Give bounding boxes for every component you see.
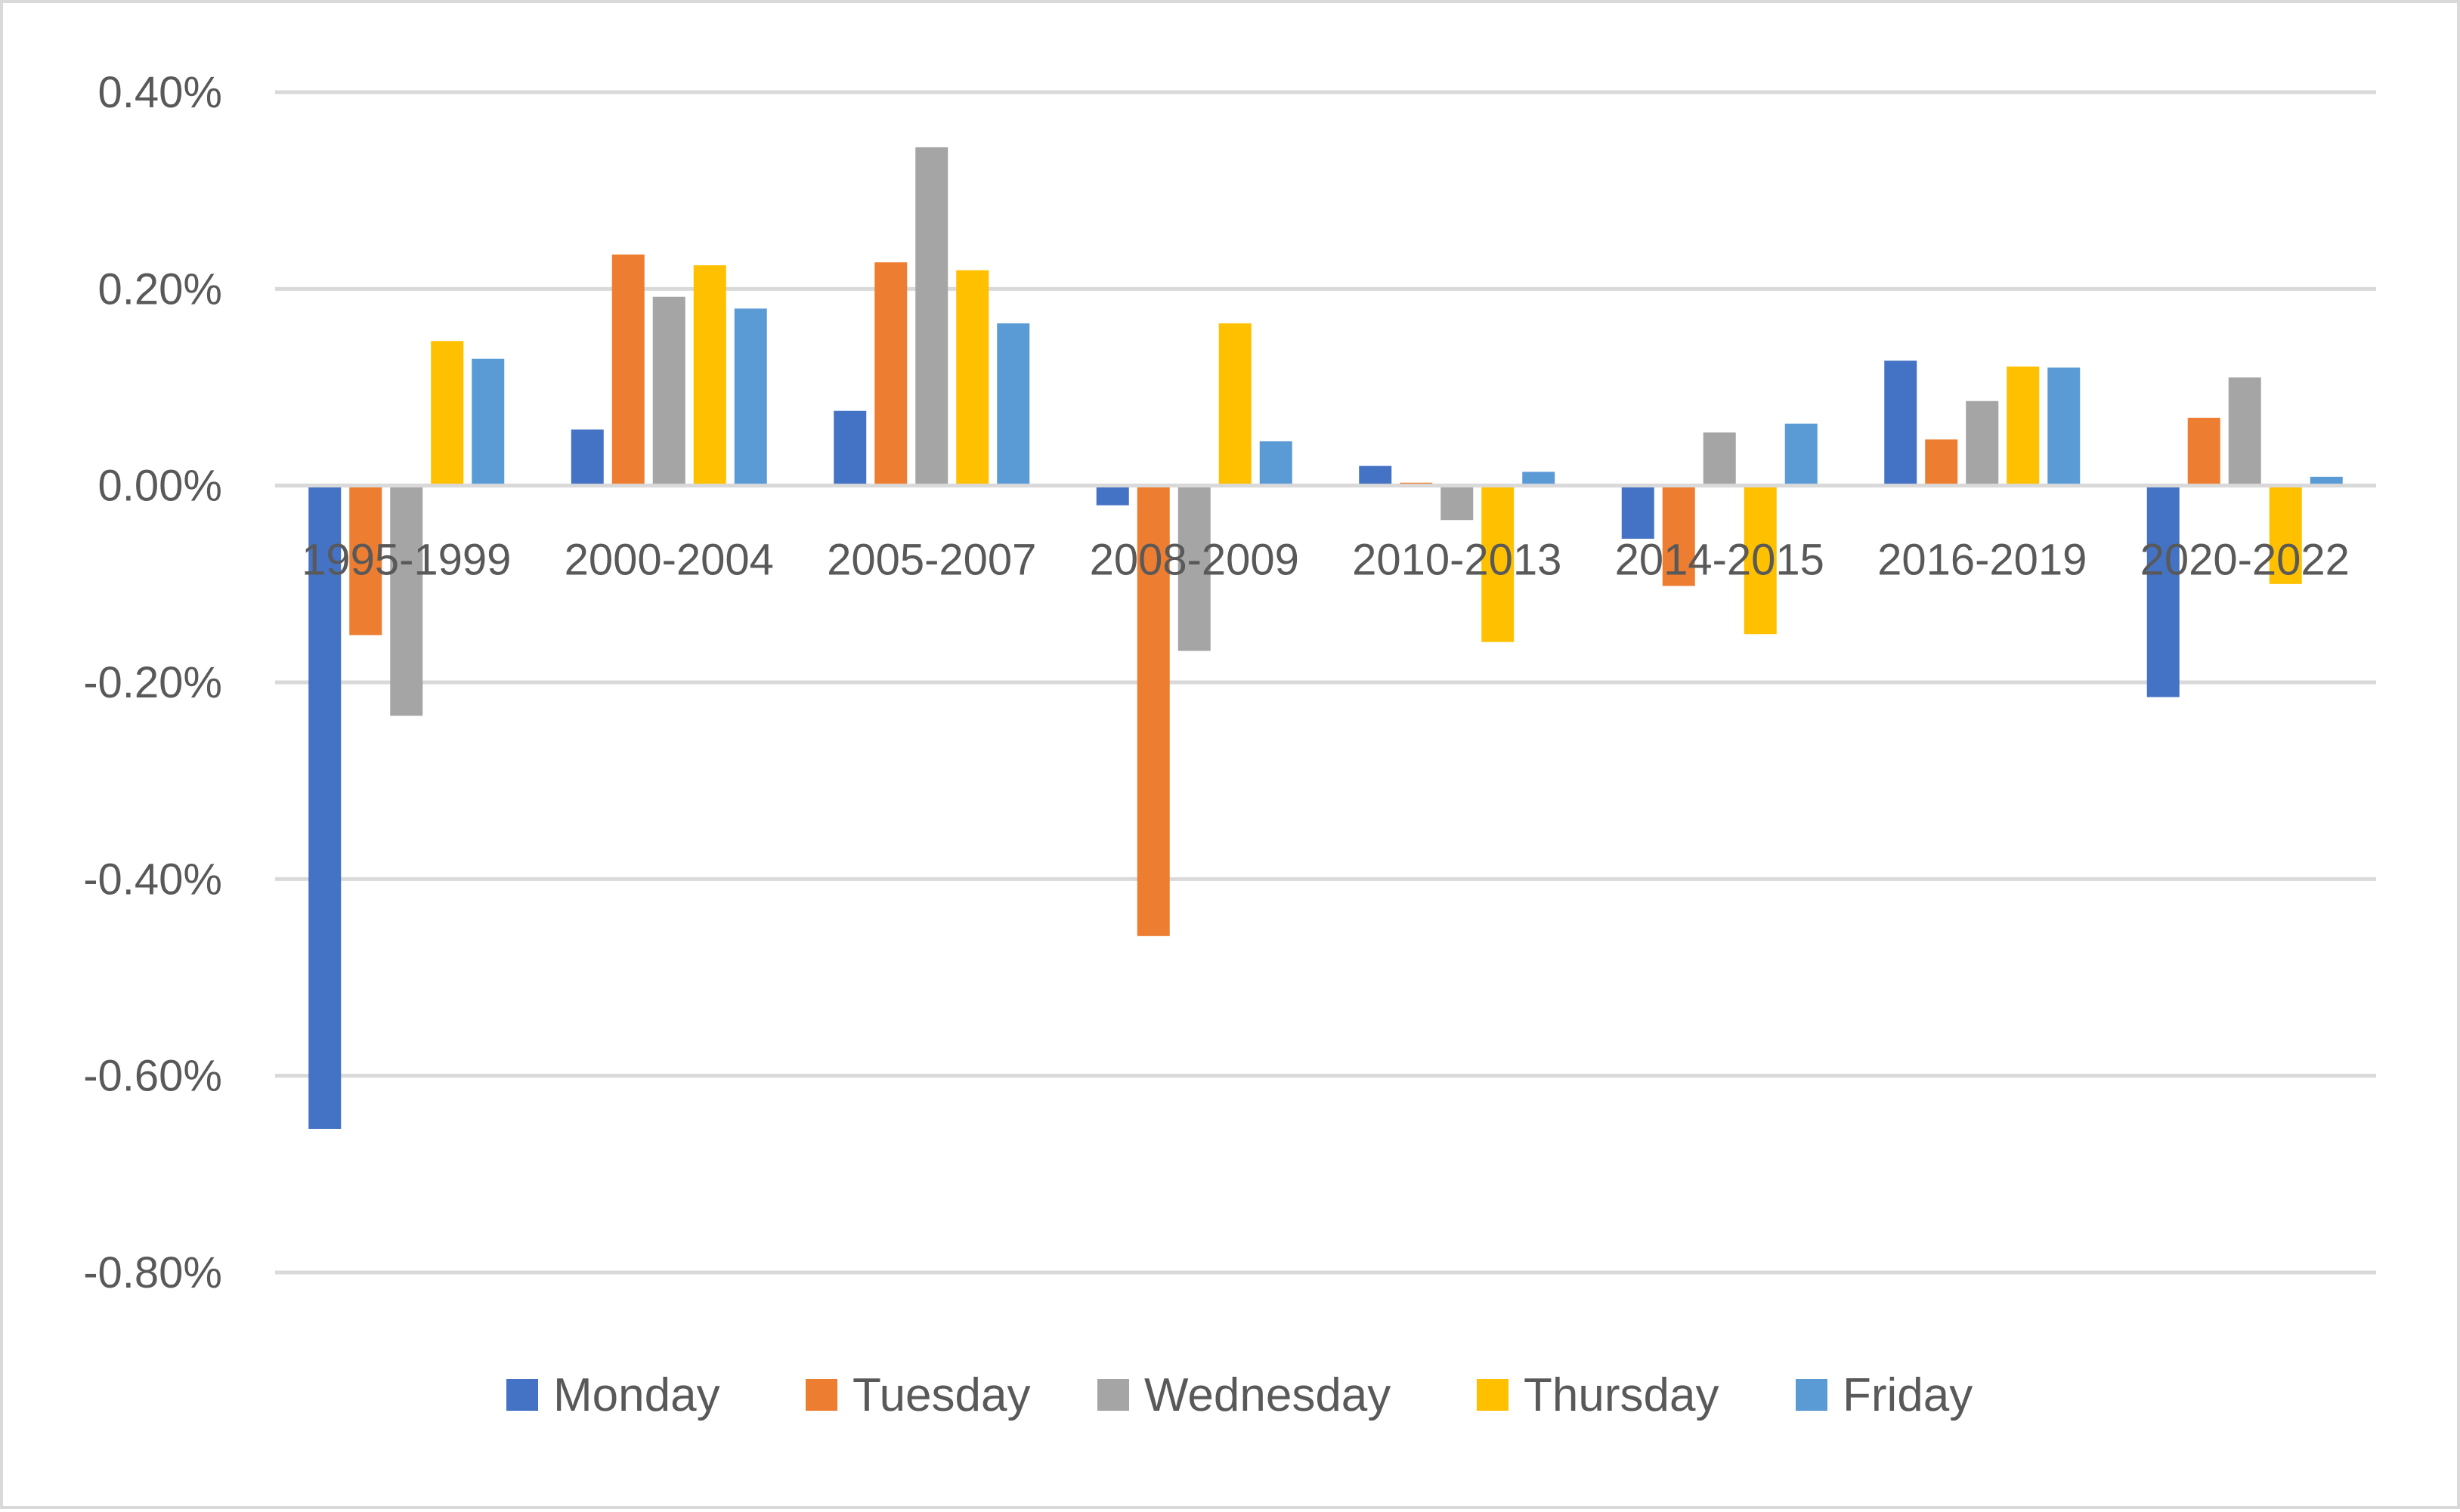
x-tick-label: 2014-2015 bbox=[1615, 536, 1824, 585]
y-tick-label: -0.20% bbox=[83, 658, 222, 707]
x-tick-label: 2000-2004 bbox=[565, 536, 774, 585]
y-tick-label: 0.00% bbox=[98, 462, 222, 511]
bar-monday-2008-2009 bbox=[1096, 485, 1129, 506]
bar-friday-2008-2009 bbox=[1259, 441, 1292, 486]
bar-wednesday-2008-2009 bbox=[1177, 485, 1211, 651]
legend-swatch bbox=[1477, 1379, 1508, 1411]
bar-thursday-1995-1999 bbox=[431, 341, 464, 486]
y-tick-label: 0.20% bbox=[98, 264, 222, 314]
bar-thursday-2000-2004 bbox=[693, 265, 726, 486]
bar-tuesday-1995-1999 bbox=[349, 485, 382, 635]
legend-label: Wednesday bbox=[1144, 1369, 1391, 1421]
bar-wednesday-2020-2022 bbox=[2228, 377, 2261, 486]
bar-monday-2005-2007 bbox=[834, 410, 867, 486]
legend: Monday Tuesday Wednesday Thursday Friday bbox=[506, 1369, 1973, 1421]
bar-thursday-2016-2019 bbox=[2007, 366, 2040, 486]
bar-monday-1995-1999 bbox=[308, 485, 342, 1129]
x-tick-label: 2005-2007 bbox=[827, 536, 1036, 585]
bar-tuesday-2016-2019 bbox=[1925, 439, 1958, 486]
x-tick-label: 2008-2009 bbox=[1090, 536, 1299, 585]
gridlines bbox=[275, 90, 2376, 1275]
bar-thursday-2010-2013 bbox=[1481, 485, 1515, 642]
y-tick-label: -0.80% bbox=[83, 1248, 222, 1297]
bar-chart: 0.40%0.20%0.00%-0.20%-0.40%-0.60%-0.80% … bbox=[83, 68, 2376, 1421]
legend-label: Tuesday bbox=[852, 1369, 1031, 1421]
bar-monday-2016-2019 bbox=[1884, 360, 1917, 486]
legend-swatch bbox=[1796, 1379, 1827, 1411]
bar-friday-2000-2004 bbox=[734, 308, 767, 486]
legend-label: Friday bbox=[1843, 1369, 1973, 1421]
bar-friday-2014-2015 bbox=[1784, 423, 1818, 486]
bar-friday-1995-1999 bbox=[472, 358, 505, 486]
legend-label: Monday bbox=[553, 1369, 720, 1421]
bar-thursday-2020-2022 bbox=[2269, 485, 2302, 584]
bar-tuesday-2005-2007 bbox=[874, 262, 908, 486]
legend-item-monday: Monday bbox=[506, 1369, 720, 1421]
bar-thursday-2008-2009 bbox=[1218, 323, 1252, 486]
bar-wednesday-2014-2015 bbox=[1703, 432, 1736, 486]
bar-friday-2005-2007 bbox=[997, 323, 1030, 486]
legend-item-thursday: Thursday bbox=[1477, 1369, 1719, 1421]
x-tick-label: 2020-2022 bbox=[2140, 536, 2350, 585]
y-axis-tick-labels: 0.40% 0.20% 0.00% -0.20% -0.40% -0.60% -0.80% bbox=[83, 68, 222, 1297]
bar-monday-2014-2015 bbox=[1621, 485, 1654, 539]
bar-wednesday-2005-2007 bbox=[915, 147, 948, 486]
bars bbox=[275, 147, 2376, 1129]
bar-wednesday-2000-2004 bbox=[652, 296, 685, 486]
bar-monday-2000-2004 bbox=[571, 429, 604, 486]
bar-friday-2020-2022 bbox=[2310, 476, 2343, 486]
bar-thursday-2014-2015 bbox=[1744, 485, 1777, 635]
y-tick-label: 0.40% bbox=[98, 68, 222, 117]
x-tick-label: 2016-2019 bbox=[1877, 536, 2087, 585]
legend-item-tuesday: Tuesday bbox=[806, 1369, 1031, 1421]
x-tick-label: 2010-2013 bbox=[1352, 536, 1561, 585]
bar-thursday-2005-2007 bbox=[956, 270, 989, 486]
legend-label: Thursday bbox=[1524, 1369, 1719, 1421]
bar-tuesday-2020-2022 bbox=[2187, 417, 2220, 486]
bar-wednesday-2016-2019 bbox=[1966, 400, 1999, 486]
y-tick-label: -0.40% bbox=[83, 855, 222, 904]
bar-wednesday-2010-2013 bbox=[1440, 485, 1474, 521]
bar-friday-2010-2013 bbox=[1522, 472, 1555, 486]
x-axis-tick-labels: 1995-1999 2000-2004 2005-2007 2008-2009 2010… bbox=[302, 536, 2350, 585]
bar-friday-2016-2019 bbox=[2047, 367, 2081, 486]
bar-tuesday-2000-2004 bbox=[611, 254, 645, 486]
x-tick-label: 1995-1999 bbox=[302, 536, 511, 585]
y-tick-label: -0.60% bbox=[83, 1052, 222, 1101]
bar-monday-2010-2013 bbox=[1359, 465, 1392, 486]
legend-item-friday: Friday bbox=[1796, 1369, 1973, 1421]
bar-tuesday-2008-2009 bbox=[1137, 485, 1170, 936]
bar-tuesday-2014-2015 bbox=[1662, 485, 1695, 586]
legend-item-wednesday: Wednesday bbox=[1097, 1369, 1391, 1421]
legend-swatch bbox=[806, 1379, 837, 1411]
bar-wednesday-1995-1999 bbox=[390, 485, 423, 716]
bar-monday-2020-2022 bbox=[2146, 485, 2180, 697]
legend-swatch bbox=[506, 1379, 538, 1411]
legend-swatch bbox=[1097, 1379, 1129, 1411]
